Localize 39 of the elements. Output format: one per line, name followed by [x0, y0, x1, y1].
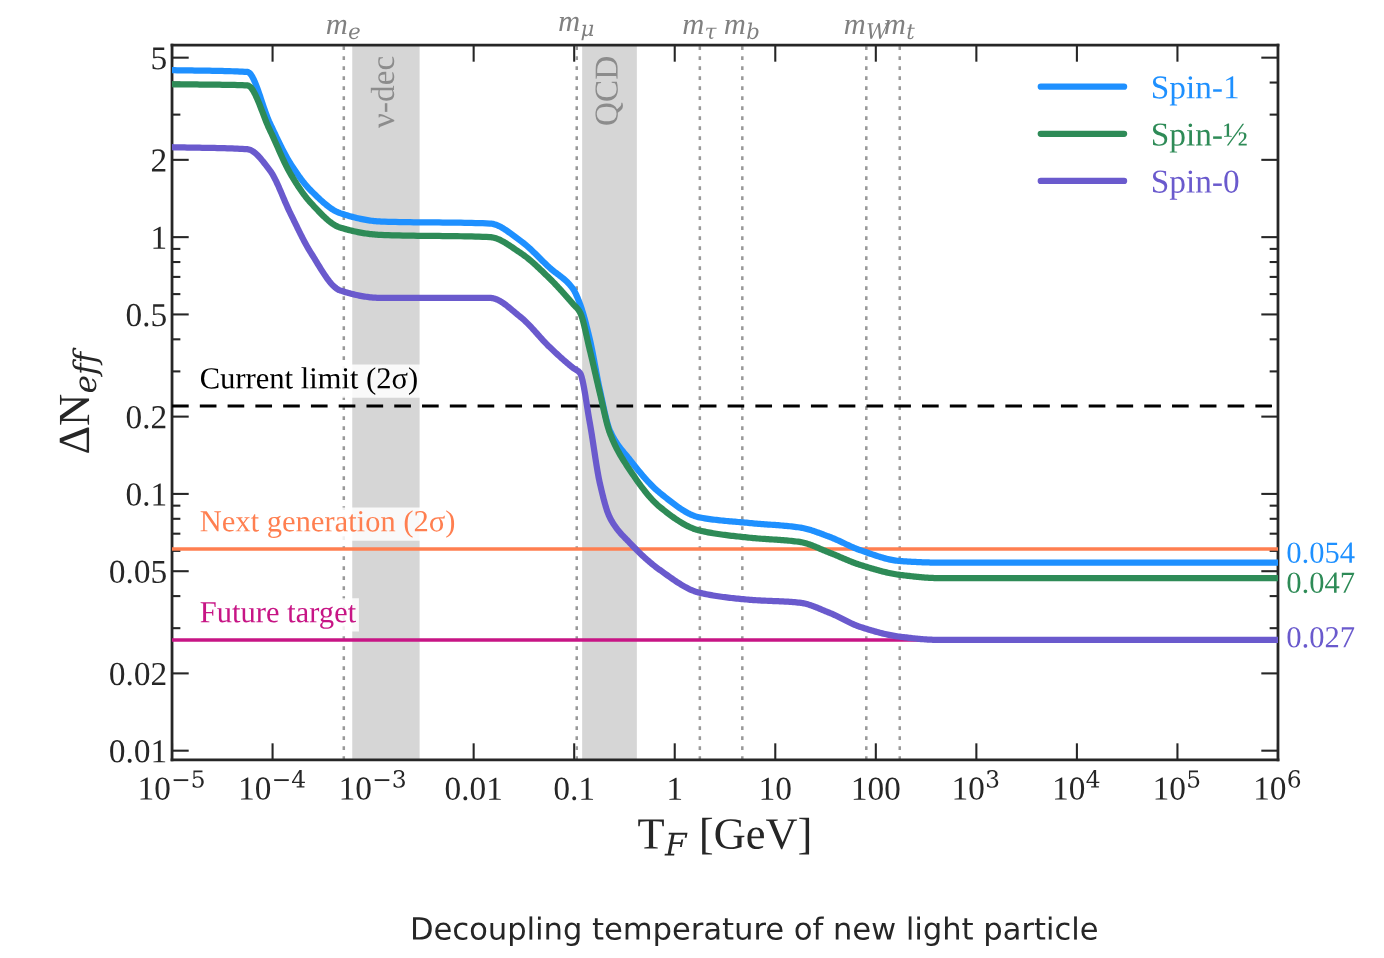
ref-line-label: m$_{τ}$: [683, 19, 717, 39]
text: 0.054: [1287, 542, 1355, 564]
y-tick-label: 0.1: [126, 483, 166, 506]
band-label: ν-dec: [370, 56, 395, 129]
y-tick-label: 0.02: [110, 662, 166, 686]
y-tick-label: 2: [151, 149, 166, 172]
x-tick-label: 100: [853, 777, 900, 801]
x-tick-label: 10$^{6}$: [1256, 770, 1301, 800]
x-tick-label: 1: [669, 777, 682, 800]
y-tick-label: 0.05: [110, 560, 166, 584]
ref-line-label: Current limit (2σ): [200, 367, 417, 395]
x-tick-label: 10$^{3}$: [954, 770, 999, 800]
text: Spin-1: [1152, 76, 1238, 106]
x-tick-label: 10$^{5}$: [1155, 770, 1200, 800]
x-tick-label: 0.01: [445, 777, 501, 801]
y-tick-label: 0.01: [110, 740, 166, 763]
x-tick-label: 10$^{−3}$: [341, 770, 405, 800]
x-tick-label: 10$^{−5}$: [140, 770, 204, 800]
ref-line-label: m$_{e}$: [326, 19, 360, 40]
ref-line-label: m$_{μ}$: [559, 16, 594, 41]
text: 0.047: [1287, 572, 1355, 594]
ref-line-label: Next generation (2σ): [200, 510, 455, 538]
y-tick-label: 5: [152, 47, 166, 70]
y-tick-label: 1: [153, 226, 166, 249]
ref-line-label: m$_{b}$: [724, 19, 759, 40]
y-tick-label: 0.5: [126, 303, 166, 327]
text: Spin-½: [1152, 123, 1247, 153]
x-axis-title: T$_{F}$ [GeV]: [638, 817, 810, 856]
x-tick-label: 10: [761, 777, 791, 801]
text: Decoupling temperature of new light particle: [413, 916, 1097, 946]
text: Spin-0: [1152, 170, 1239, 200]
y-axis-title: ΔN$_{eff}$: [59, 347, 103, 453]
y-tick-label: 0.2: [126, 406, 166, 429]
text: 0.027: [1287, 626, 1355, 648]
ref-line-label: Future target: [200, 602, 356, 629]
x-tick-label: 10$^{−4}$: [241, 770, 305, 800]
x-tick-label: 10$^{4}$: [1055, 770, 1100, 800]
band-label: QCD: [595, 57, 623, 125]
x-tick-label: 0.1: [554, 777, 594, 801]
